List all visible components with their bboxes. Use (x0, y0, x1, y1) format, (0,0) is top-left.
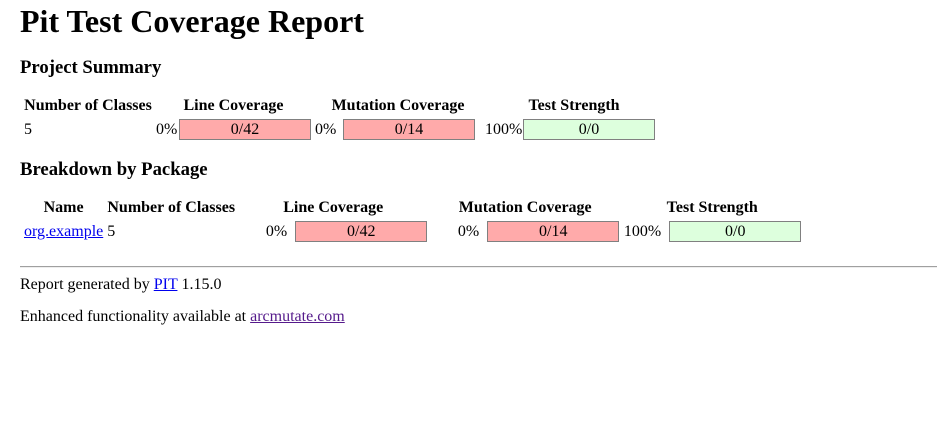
summary-row: 5 0% 0/42 0% 0/14 100% 0/0 (23, 118, 664, 141)
header-line-coverage: Line Coverage (183, 97, 284, 114)
header-name: Name (43, 199, 84, 216)
package-link[interactable]: org.example (24, 222, 104, 240)
header-test-strength: Test Strength (528, 97, 620, 114)
package-classes-value: 5 (107, 222, 116, 240)
footer-divider (20, 266, 937, 268)
package-line-coverage: 0% 0/42 (238, 220, 428, 243)
summary-mutation-coverage: 0% 0/14 (314, 118, 482, 141)
header-number-of-classes: Number of Classes (107, 199, 236, 216)
test-strength-bar: 0/0 (523, 119, 655, 140)
breakdown-header-row: Name Number of Classes Line Coverage Mut… (23, 198, 802, 218)
package-name-cell: org.example (23, 220, 104, 243)
header-mutation-coverage: Mutation Coverage (331, 97, 465, 114)
breakdown-heading: Breakdown by Package (20, 159, 208, 180)
generated-prefix: Report generated by (20, 276, 150, 293)
pit-version: 1.15.0 (181, 276, 222, 293)
pit-link[interactable]: PIT (153, 276, 178, 293)
mutation-coverage-bar: 0/14 (487, 221, 620, 242)
package-test-strength: 100% 0/0 (622, 220, 802, 243)
header-test-strength: Test Strength (666, 199, 758, 216)
mutation-coverage-percent: 0% (457, 222, 480, 240)
line-coverage-bar: 0/42 (295, 221, 428, 242)
package-breakdown-table: Name Number of Classes Line Coverage Mut… (21, 196, 804, 245)
test-strength-percent: 100% (485, 120, 523, 138)
project-summary-heading: Project Summary (20, 57, 162, 78)
header-number-of-classes: Number of Classes (24, 97, 152, 114)
enhanced-functionality-line: Enhanced functionality available at arcm… (20, 308, 345, 326)
table-row: org.example 5 0% 0/42 0% 0/14 (23, 220, 802, 243)
test-strength-bar: 0/0 (669, 221, 802, 242)
report-generated-line: Report generated by PIT 1.15.0 (20, 276, 221, 294)
line-coverage-percent: 0% (156, 120, 178, 138)
summary-header-row: Number of Classes Line Coverage Mutation… (23, 96, 664, 116)
package-mutation-coverage: 0% 0/14 (430, 220, 620, 243)
project-summary-table: Number of Classes Line Coverage Mutation… (21, 94, 666, 143)
enhanced-prefix: Enhanced functionality available at (20, 308, 247, 325)
summary-classes-value: 5 (24, 120, 32, 138)
summary-test-strength: 100% 0/0 (484, 118, 664, 141)
header-line-coverage: Line Coverage (283, 199, 384, 216)
arcmutate-link[interactable]: arcmutate.com (250, 308, 345, 325)
page-title: Pit Test Coverage Report (20, 3, 364, 39)
line-coverage-percent: 0% (265, 222, 288, 240)
summary-line-coverage: 0% 0/42 (155, 118, 312, 141)
test-strength-percent: 100% (623, 222, 662, 240)
mutation-coverage-percent: 0% (315, 120, 337, 138)
mutation-coverage-bar: 0/14 (343, 119, 475, 140)
line-coverage-bar: 0/42 (179, 119, 311, 140)
header-mutation-coverage: Mutation Coverage (458, 199, 592, 216)
